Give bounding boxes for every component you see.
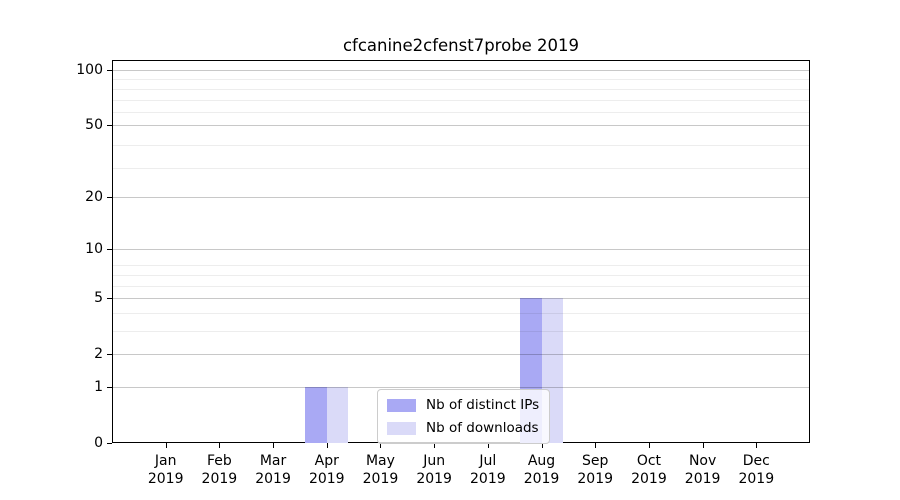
- y-tick-label-5: 5: [94, 290, 103, 307]
- gridline-major-50: [113, 125, 809, 127]
- x-tick-apr: [326, 443, 328, 448]
- x-tick-may: [380, 443, 382, 448]
- x-tick-mar: [273, 443, 275, 448]
- y-tick-5: [107, 298, 112, 300]
- y-tick-label-10: 10: [85, 241, 103, 258]
- x-tick-label-aug: Aug 2019: [510, 452, 574, 488]
- x-tick-label-jul: Jul 2019: [456, 452, 520, 488]
- gridline-minor: [113, 330, 809, 332]
- y-tick-20: [107, 196, 112, 198]
- y-tick-label-20: 20: [85, 188, 103, 205]
- gridline-major-10: [113, 249, 809, 251]
- x-tick-feb: [219, 443, 221, 448]
- x-tick-label-feb: Feb 2019: [187, 452, 251, 488]
- y-tick-label-50: 50: [85, 117, 103, 134]
- x-tick-aug: [541, 443, 543, 448]
- y-tick-50: [107, 125, 112, 127]
- x-tick-month: Sep: [582, 453, 609, 469]
- y-tick-label-0: 0: [94, 435, 103, 451]
- x-tick-year: 2019: [577, 471, 614, 487]
- y-tick-100: [107, 70, 112, 71]
- gridline-minor: [113, 144, 809, 146]
- legend-swatch-distinct-ips: [387, 398, 416, 412]
- legend-item-downloads: Nb of downloads: [387, 420, 539, 436]
- legend-item-distinct-ips: Nb of distinct IPs: [387, 397, 539, 413]
- legend-label-downloads: Nb of downloads: [426, 420, 539, 436]
- x-tick-month: Jul: [479, 453, 497, 469]
- y-tick-label-2: 2: [94, 346, 103, 363]
- gridline-minor: [113, 312, 809, 314]
- x-tick-year: 2019: [738, 471, 775, 487]
- plot-area: [112, 60, 810, 443]
- gridline-minor: [113, 285, 809, 287]
- gridline-minor: [113, 112, 809, 114]
- x-tick-month: Jun: [423, 453, 446, 469]
- legend: Nb of distinct IPs Nb of downloads: [377, 389, 551, 444]
- gridline-minor: [113, 265, 809, 267]
- y-tick-label-1: 1: [94, 378, 103, 395]
- x-tick-oct: [648, 443, 650, 448]
- x-tick-year: 2019: [631, 471, 667, 487]
- x-tick-nov: [702, 443, 704, 448]
- bar-nb-of-downloads-apr: [326, 386, 349, 443]
- x-tick-month: Jan: [154, 453, 177, 469]
- x-tick-month: Mar: [259, 453, 287, 469]
- x-tick-label-mar: Mar 2019: [241, 452, 305, 488]
- x-tick-dec: [756, 443, 758, 448]
- legend-swatch-downloads: [387, 421, 416, 435]
- x-tick-label-dec: Dec 2019: [724, 452, 788, 488]
- gridline-minor: [113, 99, 809, 101]
- x-tick-label-oct: Oct 2019: [617, 452, 681, 488]
- x-tick-year: 2019: [201, 471, 238, 487]
- gridline-major-2: [113, 354, 809, 356]
- gridline-minor: [113, 88, 809, 90]
- x-tick-label-jan: Jan 2019: [134, 452, 198, 488]
- x-tick-year: 2019: [416, 471, 452, 487]
- x-tick-month: Dec: [742, 453, 770, 469]
- chart-title: cfcanine2cfenst7probe 2019: [342, 36, 580, 55]
- x-tick-label-may: May 2019: [348, 452, 412, 488]
- gridline-minor: [113, 274, 809, 276]
- x-tick-month: Feb: [206, 453, 232, 469]
- bar-nb-of-distinct-ips-apr: [305, 386, 327, 443]
- gridline-major-20: [113, 196, 809, 198]
- gridline-major-1: [113, 386, 809, 388]
- x-tick-month: Nov: [688, 453, 717, 469]
- x-tick-month: Apr: [314, 453, 339, 469]
- x-tick-sep: [595, 443, 597, 448]
- x-tick-jul: [487, 443, 489, 448]
- x-tick-label-nov: Nov 2019: [671, 452, 735, 488]
- y-tick-10: [107, 249, 112, 251]
- gridline-major-5: [113, 298, 809, 300]
- x-tick-label-sep: Sep 2019: [563, 452, 627, 488]
- legend-label-distinct-ips: Nb of distinct IPs: [426, 397, 540, 413]
- x-tick-year: 2019: [470, 471, 506, 487]
- x-tick-jan: [165, 443, 167, 448]
- y-tick-2: [107, 354, 112, 356]
- x-tick-year: 2019: [308, 471, 345, 487]
- gridline-major-100: [113, 70, 809, 71]
- x-tick-label-jun: Jun 2019: [402, 452, 466, 488]
- x-tick-year: 2019: [147, 471, 184, 487]
- x-tick-year: 2019: [255, 471, 291, 487]
- x-tick-year: 2019: [362, 471, 399, 487]
- gridline-minor: [113, 79, 809, 81]
- x-tick-month: Oct: [636, 453, 662, 469]
- x-tick-jun: [434, 443, 436, 448]
- gridline-minor: [113, 168, 809, 170]
- x-tick-year: 2019: [523, 471, 560, 487]
- x-tick-month: Aug: [527, 453, 556, 469]
- x-tick-year: 2019: [684, 471, 721, 487]
- y-tick-label-100: 100: [76, 62, 103, 78]
- x-tick-month: May: [365, 453, 395, 469]
- y-tick-1: [107, 386, 112, 388]
- x-tick-label-apr: Apr 2019: [295, 452, 359, 488]
- y-tick-0: [107, 443, 112, 444]
